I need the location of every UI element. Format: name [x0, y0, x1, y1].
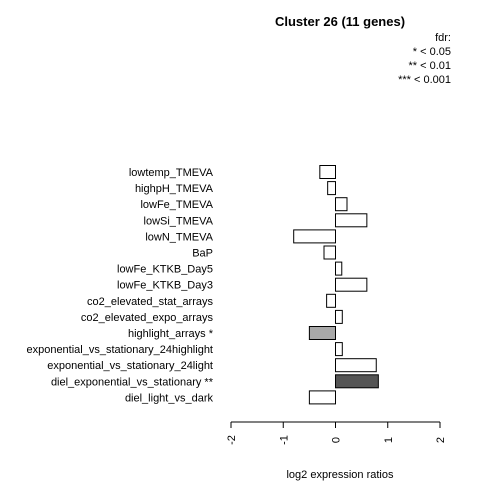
bar — [335, 197, 348, 212]
category-label: BaP — [192, 248, 213, 260]
category-label: diel_light_vs_dark — [125, 392, 214, 404]
bar — [335, 342, 343, 357]
x-axis-label: log2 expression ratios — [286, 469, 394, 481]
x-tick-label: 2 — [435, 437, 447, 443]
x-tick-label: -1 — [278, 435, 290, 445]
bar — [326, 293, 336, 308]
bar — [327, 181, 337, 196]
bar — [335, 309, 343, 324]
bar — [293, 229, 337, 244]
category-label: lowFe_KTKB_Day3 — [117, 280, 213, 292]
bars — [293, 165, 379, 405]
category-label: highlight_arrays * — [128, 328, 214, 340]
category-label: highpH_TMEVA — [135, 183, 214, 195]
bar — [319, 165, 337, 179]
category-label: lowFe_KTKB_Day5 — [117, 264, 213, 276]
category-label: lowtemp_TMEVA — [129, 167, 214, 179]
category-label: lowFe_TMEVA — [140, 199, 213, 211]
legend-entry: ** < 0.01 — [408, 60, 451, 72]
legend-entry: *** < 0.001 — [398, 74, 451, 86]
legend-title: fdr: — [435, 32, 451, 44]
x-tick-label: -2 — [226, 435, 238, 445]
legend: fdr: * < 0.05 ** < 0.01 *** < 0.001 — [398, 32, 451, 86]
category-label: diel_exponential_vs_stationary ** — [51, 376, 214, 388]
category-label: exponential_vs_stationary_24highlight — [26, 344, 213, 356]
category-label: co2_elevated_expo_arrays — [81, 312, 214, 324]
bar — [335, 261, 343, 276]
bar — [335, 358, 377, 373]
bar — [335, 277, 368, 292]
bar — [323, 245, 337, 260]
chart-title: Cluster 26 (11 genes) — [275, 14, 405, 29]
category-label: exponential_vs_stationary_24light — [47, 360, 213, 372]
x-axis: -2 -1 0 1 2 — [226, 421, 447, 445]
bar — [308, 390, 336, 405]
x-tick-label: 1 — [383, 437, 395, 443]
bar — [335, 374, 379, 389]
bar — [308, 326, 336, 340]
legend-entry: * < 0.05 — [413, 46, 451, 58]
category-labels: lowtemp_TMEVA highpH_TMEVA lowFe_TMEVA lowS… — [26, 167, 213, 404]
bar — [335, 213, 368, 228]
category-label: lowSi_TMEVA — [144, 215, 214, 227]
category-label: co2_elevated_stat_arrays — [87, 296, 213, 308]
category-label: lowN_TMEVA — [145, 231, 213, 243]
x-tick-label: 0 — [331, 437, 343, 443]
